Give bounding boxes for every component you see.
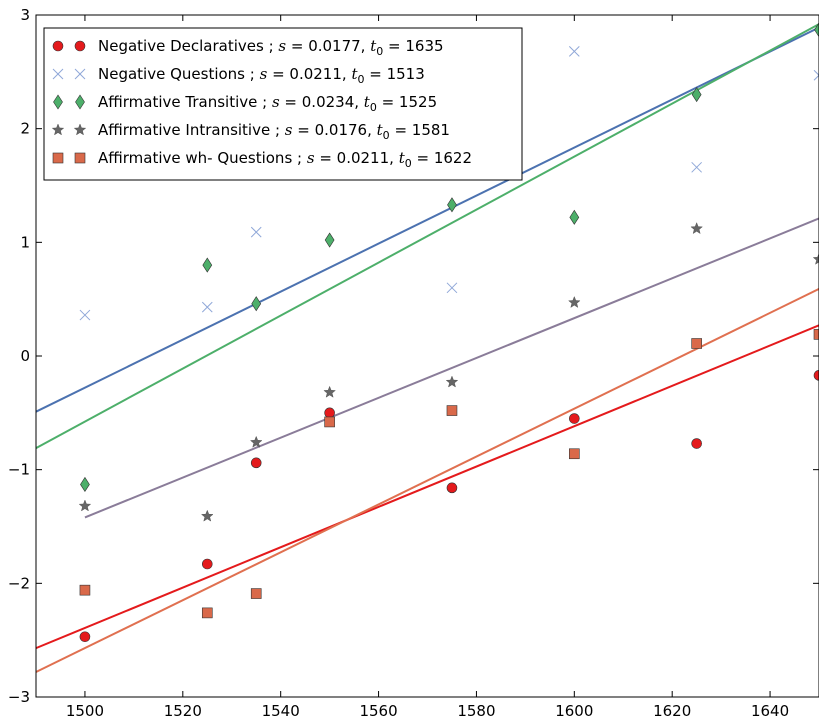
series-3 bbox=[78, 222, 819, 522]
data-point bbox=[812, 252, 819, 265]
data-point bbox=[690, 222, 703, 234]
legend-entry: Negative Questions ; s = 0.0211, t0 = 15… bbox=[52, 65, 425, 86]
data-point bbox=[445, 375, 459, 388]
data-point bbox=[569, 209, 580, 225]
x-tick-label: 1620 bbox=[653, 702, 691, 720]
legend-marker bbox=[53, 94, 63, 110]
data-point bbox=[251, 296, 262, 312]
legend-label: Negative Declaratives ; s = 0.0177, t0 =… bbox=[98, 37, 444, 58]
legend-marker bbox=[74, 152, 86, 164]
data-point bbox=[691, 438, 702, 449]
data-point bbox=[202, 257, 213, 273]
y-tick-label: 2 bbox=[20, 120, 30, 138]
data-point bbox=[446, 282, 458, 294]
data-point bbox=[79, 631, 91, 643]
legend-label: Negative Questions ; s = 0.0211, t0 = 15… bbox=[98, 65, 425, 86]
y-tick-label: 0 bbox=[20, 347, 30, 365]
legend-marker bbox=[73, 123, 87, 136]
legend: Negative Declaratives ; s = 0.0177, t0 =… bbox=[43, 27, 523, 181]
fit-line-2 bbox=[35, 23, 819, 449]
data-markers bbox=[78, 22, 819, 643]
x-tick-label: 1560 bbox=[359, 702, 397, 720]
data-point bbox=[691, 338, 702, 349]
data-point bbox=[447, 197, 457, 213]
x-tick-label: 1640 bbox=[751, 702, 789, 720]
legend-entry: Negative Declaratives ; s = 0.0177, t0 =… bbox=[52, 37, 444, 58]
y-tick-label: 1 bbox=[20, 233, 30, 251]
data-point bbox=[80, 476, 90, 492]
y-tick-label: −3 bbox=[8, 688, 30, 706]
legend-marker bbox=[75, 94, 85, 110]
fit-line-0 bbox=[35, 324, 819, 650]
series-4 bbox=[79, 329, 819, 619]
fit-lines bbox=[35, 23, 819, 673]
data-point bbox=[569, 448, 580, 460]
x-tick-label: 1580 bbox=[457, 702, 495, 720]
data-point bbox=[324, 416, 335, 428]
legend-marker bbox=[52, 68, 64, 80]
data-point bbox=[250, 588, 262, 599]
fit-line-1 bbox=[35, 26, 819, 413]
axis-ticks: 1500 1520 1540 1560 1580 1600 1620 1640 −3 −2 −1 0 1… bbox=[8, 6, 819, 720]
data-point bbox=[569, 413, 580, 424]
legend-marker bbox=[52, 40, 64, 52]
x-tick-label: 1520 bbox=[164, 702, 202, 720]
data-point bbox=[78, 499, 92, 512]
legend-entry: Affirmative Transitive ; s = 0.0234, t0 … bbox=[53, 93, 437, 114]
series-2 bbox=[80, 22, 819, 492]
data-point bbox=[814, 22, 819, 38]
legend-entry: Affirmative wh- Questions ; s = 0.0211, … bbox=[52, 149, 472, 170]
legend-label: Affirmative Intransitive ; s = 0.0176, t… bbox=[98, 121, 450, 142]
x-tick-label: 1540 bbox=[262, 702, 300, 720]
data-point bbox=[813, 69, 819, 81]
y-tick-label: 3 bbox=[20, 6, 30, 24]
data-point bbox=[813, 329, 819, 340]
data-point bbox=[446, 482, 458, 494]
y-tick-label: −2 bbox=[8, 574, 30, 592]
data-point bbox=[813, 370, 819, 381]
legend-box bbox=[43, 27, 523, 181]
data-point bbox=[201, 509, 214, 522]
data-point bbox=[446, 405, 458, 416]
data-point bbox=[323, 385, 336, 398]
data-point bbox=[201, 607, 213, 619]
legend-label: Affirmative Transitive ; s = 0.0234, t0 … bbox=[98, 93, 437, 114]
legend-marker bbox=[52, 152, 64, 164]
data-point bbox=[250, 457, 262, 469]
data-point bbox=[691, 87, 702, 103]
x-tick-label: 1600 bbox=[555, 702, 593, 720]
legend-label: Affirmative wh- Questions ; s = 0.0211, … bbox=[98, 149, 472, 170]
legend-marker bbox=[74, 68, 86, 80]
legend-marker bbox=[51, 123, 65, 136]
series-0 bbox=[79, 370, 819, 643]
data-point bbox=[324, 407, 335, 419]
data-point bbox=[201, 301, 213, 313]
data-point bbox=[201, 558, 213, 570]
data-point bbox=[568, 296, 581, 308]
series-1 bbox=[79, 46, 819, 321]
data-point bbox=[250, 226, 262, 238]
legend-marker bbox=[74, 40, 86, 52]
data-point bbox=[249, 435, 263, 448]
data-point bbox=[324, 232, 335, 248]
fit-line-4 bbox=[35, 288, 819, 673]
data-point bbox=[691, 161, 703, 173]
x-tick-label: 1500 bbox=[66, 702, 104, 720]
data-point bbox=[568, 46, 580, 57]
fit-line-3 bbox=[84, 217, 819, 519]
data-point bbox=[79, 309, 91, 321]
y-tick-label: −1 bbox=[8, 461, 30, 479]
legend-entry: Affirmative Intransitive ; s = 0.0176, t… bbox=[51, 121, 450, 142]
data-point bbox=[79, 584, 91, 596]
